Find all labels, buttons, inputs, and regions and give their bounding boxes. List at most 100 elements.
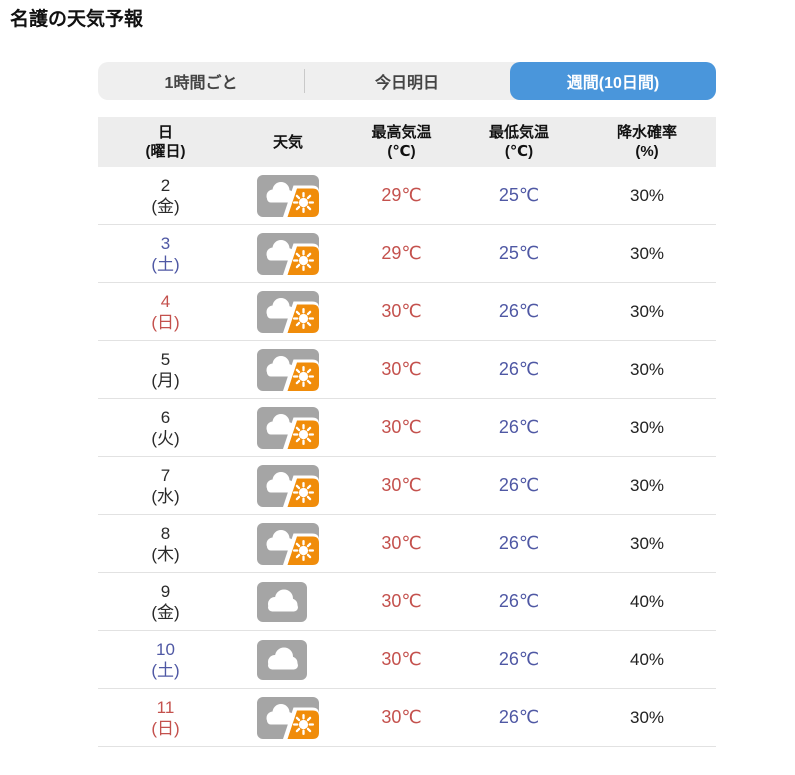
date-number: 11: [156, 697, 175, 717]
col-low-temp-header: 最低気温 (℃): [460, 117, 578, 167]
weekday-label: (土): [151, 254, 180, 274]
tab-label: 1時間ごと: [164, 75, 238, 92]
header-label-main: 日: [157, 124, 173, 141]
low-temp-value: 26℃: [498, 475, 540, 495]
low-temp-value: 25℃: [498, 243, 540, 263]
header-label-sub: (曜日): [145, 143, 186, 160]
date-number: 7: [160, 465, 171, 485]
weather-icon-wrap: [257, 174, 319, 217]
tab-hourly[interactable]: 1時間ごと: [98, 62, 304, 100]
col-high-temp-header: 最高気温 (℃): [343, 117, 460, 167]
weekday-label: (日): [151, 312, 180, 332]
precip-value: 30%: [629, 185, 665, 205]
low-temp-cell: 26℃: [460, 457, 578, 514]
weather-cell: [233, 457, 343, 514]
low-temp-value: 26℃: [498, 359, 540, 379]
header-label-sub: (%): [635, 143, 659, 160]
header-label-main: 降水確率: [616, 124, 677, 141]
high-temp-cell: 30℃: [343, 341, 460, 398]
forecast-row: 2 (金) 29℃ 25℃ 30%: [98, 167, 716, 225]
cloud-icon: [257, 581, 307, 622]
col-weather-header: 天気: [233, 117, 343, 167]
low-temp-value: 26℃: [498, 707, 540, 727]
forecast-row: 5 (月) 30℃ 26℃ 30%: [98, 341, 716, 399]
precip-value: 30%: [629, 243, 665, 263]
precip-value: 30%: [629, 301, 665, 321]
precip-value: 30%: [629, 475, 665, 495]
col-precip-header: 降水確率 (%): [578, 117, 716, 167]
cloud-sun-icon: [257, 406, 319, 449]
cloud-sun-icon: [257, 696, 319, 739]
low-temp-value: 26℃: [498, 533, 540, 553]
high-temp-value: 30℃: [381, 591, 422, 611]
weekday-label: (日): [151, 718, 180, 738]
forecast-row: 3 (土) 29℃ 25℃ 30%: [98, 225, 716, 283]
date-cell: 8 (木): [98, 515, 233, 572]
high-temp-cell: 30℃: [343, 399, 460, 456]
low-temp-cell: 26℃: [460, 515, 578, 572]
precip-cell: 40%: [578, 631, 716, 688]
weather-cell: [233, 167, 343, 224]
weather-cell: [233, 341, 343, 398]
page-title: 名護の天気予報: [10, 9, 144, 30]
date-number: 4: [160, 291, 171, 311]
date-cell: 4 (日): [98, 283, 233, 340]
high-temp-value: 29℃: [381, 185, 422, 205]
weekday-label: (土): [151, 660, 180, 680]
high-temp-cell: 30℃: [343, 283, 460, 340]
forecast-tabbar: 1時間ごと 今日明日 週間(10日間): [98, 62, 716, 100]
forecast-row: 8 (木) 30℃ 26℃ 30%: [98, 515, 716, 573]
low-temp-cell: 25℃: [460, 167, 578, 224]
precip-cell: 30%: [578, 689, 716, 746]
col-day-header: 日 (曜日): [98, 117, 233, 167]
high-temp-value: 30℃: [381, 707, 422, 727]
weather-cell: [233, 283, 343, 340]
low-temp-cell: 26℃: [460, 341, 578, 398]
high-temp-value: 30℃: [381, 533, 422, 553]
cloud-icon: [257, 639, 307, 680]
cloud-sun-icon: [257, 290, 319, 333]
precip-cell: 30%: [578, 283, 716, 340]
low-temp-cell: 26℃: [460, 631, 578, 688]
tab-today-tomorrow[interactable]: 今日明日: [304, 62, 510, 100]
high-temp-cell: 30℃: [343, 457, 460, 514]
high-temp-value: 30℃: [381, 301, 422, 321]
precip-value: 30%: [629, 707, 665, 727]
weekday-label: (月): [151, 370, 180, 390]
precip-value: 40%: [629, 649, 665, 669]
weather-cell: [233, 689, 343, 746]
weekday-label: (水): [151, 486, 180, 506]
cloud-sun-icon: [257, 174, 319, 217]
header-label-sub: (℃): [504, 143, 534, 160]
precip-value: 30%: [629, 359, 665, 379]
forecast-row: 9 (金) 30℃ 26℃ 40%: [98, 573, 716, 631]
forecast-row: 6 (火) 30℃ 26℃ 30%: [98, 399, 716, 457]
low-temp-cell: 25℃: [460, 225, 578, 282]
weather-icon-wrap: [257, 696, 319, 739]
date-number: 6: [160, 407, 171, 427]
weather-icon-wrap: [257, 639, 319, 680]
high-temp-value: 29℃: [381, 243, 422, 263]
precip-cell: 30%: [578, 341, 716, 398]
low-temp-value: 25℃: [498, 185, 540, 205]
cloud-sun-icon: [257, 522, 319, 565]
precip-value: 30%: [629, 417, 665, 437]
low-temp-value: 26℃: [498, 301, 540, 321]
precip-cell: 30%: [578, 515, 716, 572]
low-temp-value: 26℃: [498, 591, 540, 611]
high-temp-cell: 30℃: [343, 515, 460, 572]
precip-value: 30%: [629, 533, 665, 553]
header-label-main: 最高気温: [371, 124, 432, 141]
weekly-forecast-table: 日 (曜日) 天気 最高気温 (℃) 最低気温 (℃) 降水確率 (%) 2 (金) 29℃ 25℃ 3…: [98, 117, 716, 747]
date-number: 10: [156, 639, 175, 659]
date-number: 3: [160, 233, 171, 253]
precip-cell: 40%: [578, 573, 716, 630]
weather-icon-wrap: [257, 348, 319, 391]
date-cell: 11 (日): [98, 689, 233, 746]
high-temp-value: 30℃: [381, 359, 422, 379]
cloud-sun-icon: [257, 464, 319, 507]
tab-weekly[interactable]: 週間(10日間): [510, 62, 716, 100]
weekday-label: (金): [151, 602, 180, 622]
header-label-main: 最低気温: [488, 124, 549, 141]
date-number: 5: [160, 349, 171, 369]
